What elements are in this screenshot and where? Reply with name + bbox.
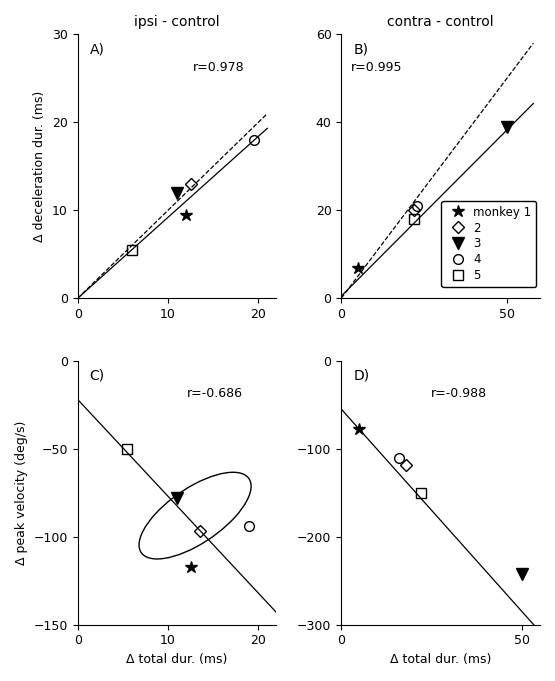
Y-axis label: Δ peak velocity (deg/s): Δ peak velocity (deg/s) [15, 421, 28, 565]
Text: r=-0.988: r=-0.988 [431, 387, 487, 400]
X-axis label: Δ total dur. (ms): Δ total dur. (ms) [390, 653, 491, 666]
Text: B): B) [353, 42, 368, 57]
Text: C): C) [89, 368, 105, 383]
Text: A): A) [89, 42, 104, 57]
X-axis label: Δ total dur. (ms): Δ total dur. (ms) [127, 653, 228, 666]
Text: r=0.978: r=0.978 [193, 61, 245, 74]
Text: r=0.995: r=0.995 [351, 61, 403, 74]
Text: r=-0.686: r=-0.686 [187, 387, 243, 400]
Title: ipsi - control: ipsi - control [134, 15, 220, 29]
Title: contra - control: contra - control [387, 15, 494, 29]
Text: D): D) [353, 368, 369, 383]
Y-axis label: Δ deceleration dur. (ms): Δ deceleration dur. (ms) [33, 91, 47, 242]
Legend: monkey 1, 2, 3, 4, 5: monkey 1, 2, 3, 4, 5 [441, 201, 536, 287]
